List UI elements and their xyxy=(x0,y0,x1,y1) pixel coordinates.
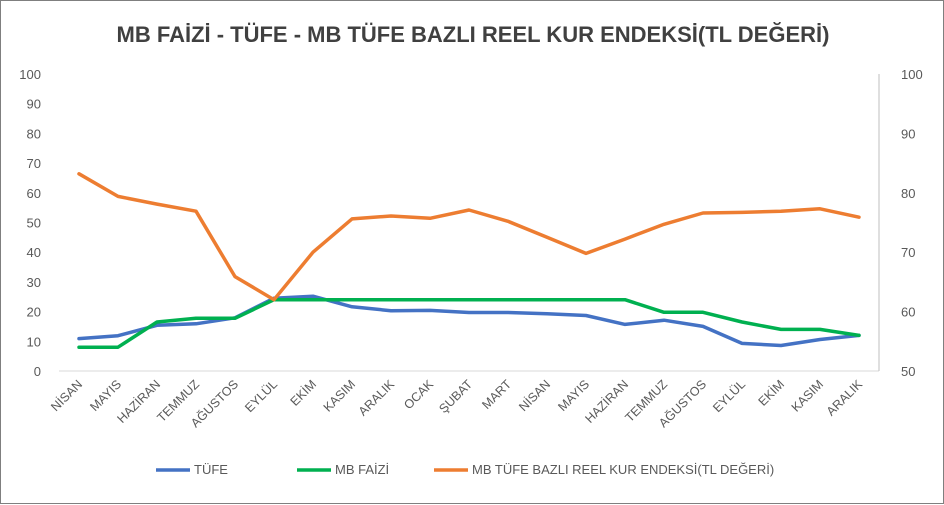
category-label: EYLÜL xyxy=(710,377,748,415)
series-line xyxy=(77,172,861,302)
category-label: MAYIS xyxy=(555,377,592,414)
category-label: OCAK xyxy=(401,377,436,412)
category-label: KASIM xyxy=(789,377,826,414)
left-tick-label: 80 xyxy=(27,126,41,141)
legend-label: TÜFE xyxy=(194,462,228,477)
category-label: ARALIK xyxy=(824,377,866,419)
category-label: EKİM xyxy=(756,377,788,409)
category-label: EKİM xyxy=(288,377,320,409)
left-tick-label: 0 xyxy=(34,364,41,379)
left-tick-label: 40 xyxy=(27,245,41,260)
right-tick-label: 50 xyxy=(901,364,915,379)
series-lines xyxy=(77,172,861,349)
category-label: MAYIS xyxy=(87,377,124,414)
series-line xyxy=(77,294,861,348)
right-tick-label: 80 xyxy=(901,186,915,201)
series-line xyxy=(77,297,861,349)
left-tick-label: 30 xyxy=(27,275,41,290)
category-label: KASIM xyxy=(321,377,358,414)
category-label: ŞUBAT xyxy=(436,377,475,416)
left-tick-label: 90 xyxy=(27,97,41,112)
category-label: HAZİRAN xyxy=(582,377,631,426)
category-label: NİSAN xyxy=(516,377,553,414)
axes: 0 10 20 30 40 50 60 70 80 90 100 50 60 70 80 90 100 NİSAN… xyxy=(19,67,922,430)
category-label: NİSAN xyxy=(48,377,85,414)
left-tick-label: 60 xyxy=(27,186,41,201)
legend-label: MB TÜFE BAZLI REEL KUR ENDEKSİ(TL DEĞERİ… xyxy=(472,462,774,477)
left-tick-label: 20 xyxy=(27,305,41,320)
category-label: EYLÜL xyxy=(242,377,280,415)
right-tick-label: 60 xyxy=(901,305,915,320)
left-tick-label: 70 xyxy=(27,156,41,171)
left-tick-label: 10 xyxy=(27,334,41,349)
category-label: HAZİRAN xyxy=(114,377,163,426)
category-label: ARALIK xyxy=(356,377,398,419)
chart-title: MB FAİZİ - TÜFE - MB TÜFE BAZLI REEL KUR… xyxy=(117,22,830,47)
right-tick-label: 100 xyxy=(901,67,923,82)
left-tick-label: 100 xyxy=(19,67,41,82)
right-tick-label: 90 xyxy=(901,126,915,141)
legend-label: MB FAİZİ xyxy=(335,462,389,477)
legend: TÜFE MB FAİZİ MB TÜFE BAZLI REEL KUR ENDEK… xyxy=(156,462,774,477)
category-label: MART xyxy=(479,377,514,412)
left-tick-label: 50 xyxy=(27,216,41,231)
right-tick-label: 70 xyxy=(901,245,915,260)
